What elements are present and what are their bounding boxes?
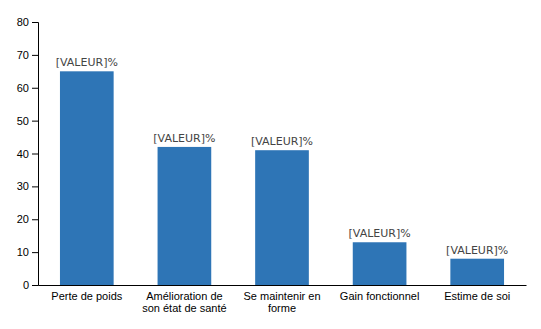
y-tick-label: 30 <box>17 180 29 192</box>
y-tick-mark <box>32 252 38 253</box>
chart-svg: 0 10 20 30 40 50 60 70 80 Perte de poids Améliorat… <box>0 0 541 329</box>
x-tick: Gain fonctionnel <box>340 290 420 302</box>
y-tick-label: 0 <box>23 279 29 291</box>
y-tick-label: 70 <box>17 49 29 61</box>
data-label: [VALEUR]% <box>56 56 118 69</box>
x-tick: Perte de poids <box>51 290 122 302</box>
y-tick: 40 <box>17 148 38 160</box>
y-tick-mark <box>32 22 38 23</box>
data-label: [VALEUR]% <box>446 244 508 257</box>
x-tick: Estime de soi <box>444 290 510 302</box>
x-axis-line <box>39 285 527 286</box>
y-tick-label: 10 <box>17 246 29 258</box>
y-tick-mark <box>32 55 38 56</box>
y-tick: 20 <box>17 213 38 225</box>
y-tick: 30 <box>17 180 38 192</box>
y-tick: 80 <box>17 16 38 28</box>
data-labels: [VALEUR]% [VALEUR]% [VALEUR]% [VALEUR]% [VAL… <box>56 56 509 256</box>
bar <box>158 147 212 285</box>
y-tick-label: 50 <box>17 115 29 127</box>
data-label: [VALEUR]% <box>251 135 313 148</box>
y-tick: 10 <box>17 246 38 258</box>
bar <box>353 242 407 285</box>
y-tick-mark <box>32 154 38 155</box>
x-tick-label: Perte de poids <box>51 290 122 302</box>
bar <box>255 150 309 285</box>
y-tick-label: 40 <box>17 148 29 160</box>
y-tick: 70 <box>17 49 38 61</box>
x-tick-label: Gain fonctionnel <box>340 290 420 302</box>
y-tick-label: 80 <box>17 16 29 28</box>
y-tick-label: 60 <box>17 82 29 94</box>
x-tick: Se maintenir enforme <box>243 290 320 315</box>
y-tick-mark <box>32 88 38 89</box>
y-tick-label: 20 <box>17 213 29 225</box>
y-tick-mark <box>32 285 38 286</box>
data-label: [VALEUR]% <box>349 227 411 240</box>
bars <box>60 71 504 285</box>
x-tick-label: Estime de soi <box>444 290 510 302</box>
x-tick-label: Se maintenir enforme <box>243 290 320 315</box>
bar <box>450 259 504 285</box>
data-label: [VALEUR]% <box>153 132 215 145</box>
y-tick-mark <box>32 121 38 122</box>
y-tick-mark <box>32 219 38 220</box>
y-tick-mark <box>32 186 38 187</box>
y-axis: 0 10 20 30 40 50 60 70 80 <box>17 16 39 291</box>
y-axis-line <box>32 23 39 286</box>
x-tick-label: Amélioration deson état de santé <box>142 290 226 315</box>
y-tick: 60 <box>17 82 38 94</box>
x-axis: Perte de poids Amélioration deson état de… <box>39 286 527 315</box>
y-tick: 0 <box>23 279 38 291</box>
x-tick: Amélioration deson état de santé <box>142 290 226 315</box>
y-tick: 50 <box>17 115 38 127</box>
bar <box>60 71 114 285</box>
plot-area: 0 10 20 30 40 50 60 70 80 Perte de poids Améliorat… <box>17 16 527 314</box>
